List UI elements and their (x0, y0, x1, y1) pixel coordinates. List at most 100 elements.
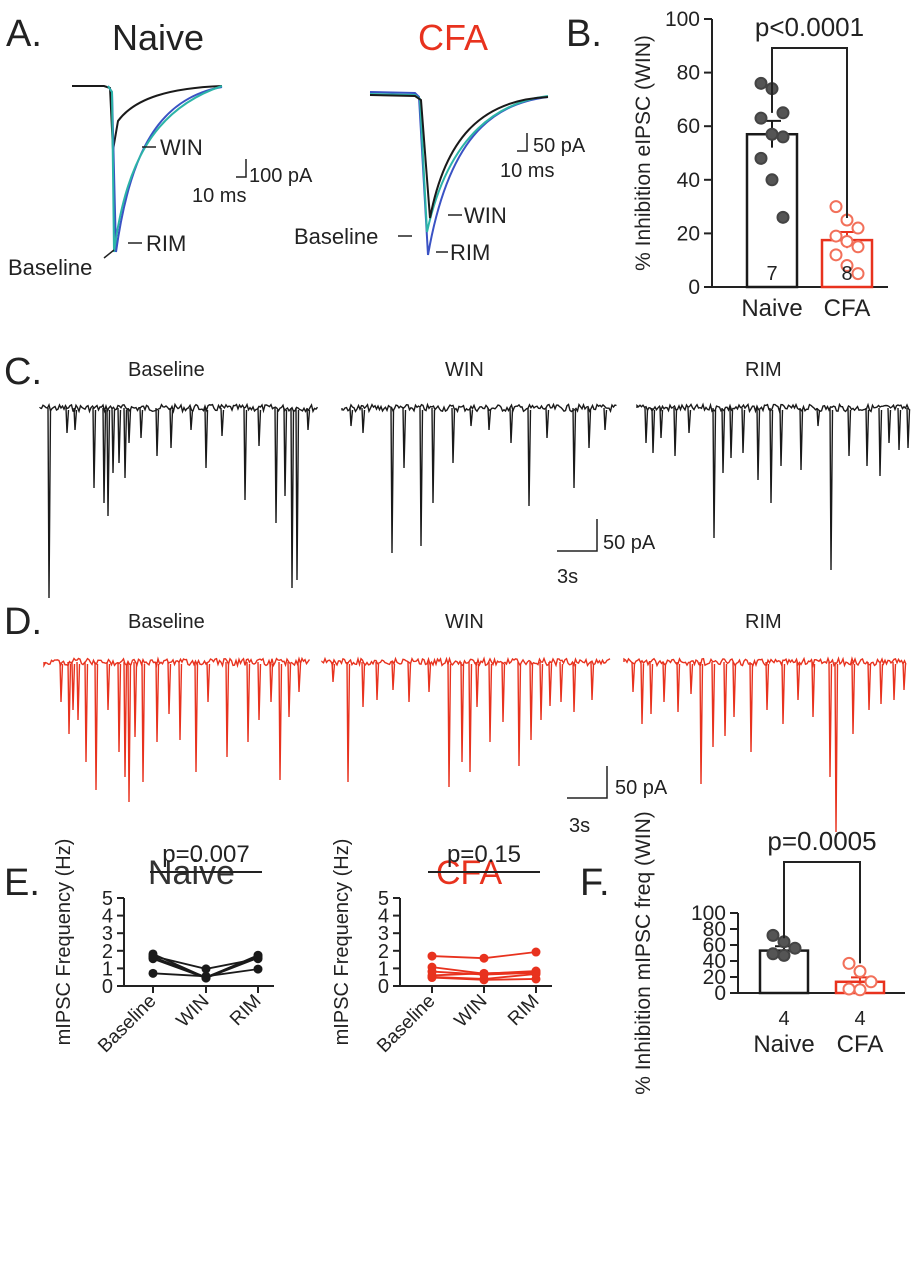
mipsc-event (721, 407, 726, 474)
mipsc-event (390, 407, 395, 554)
mipsc-event (829, 407, 834, 571)
mipsc-event (243, 407, 248, 501)
mipsc-event (257, 661, 262, 721)
data-point (851, 221, 865, 235)
naive-mipsc-scale-y-label: 50 pA (603, 532, 656, 554)
mipsc-event (361, 661, 366, 708)
mipsc-event (331, 661, 336, 683)
mipsc-event (559, 661, 564, 703)
current-trace-noise (623, 656, 907, 669)
data-point (754, 111, 768, 125)
data-point (842, 982, 856, 996)
naive-baseline-label: Baseline (8, 255, 92, 280)
y-tick-label: 40 (677, 169, 700, 192)
current-trace-noise (321, 656, 611, 668)
data-point (788, 941, 802, 955)
mipsc-event (517, 661, 522, 767)
y-tick-label: 1 (102, 958, 113, 980)
panel-letter-c: C. (4, 351, 42, 393)
data-point (148, 968, 158, 978)
mipsc-event (290, 407, 295, 589)
cfa-rim-label: RIM (450, 240, 490, 265)
mipsc-event (117, 407, 122, 464)
mipsc-event (878, 407, 883, 477)
mipsc-event (712, 407, 717, 539)
mipsc-event (361, 407, 366, 434)
data-point (842, 956, 856, 970)
mipsc-event (59, 661, 64, 703)
mipsc-event (781, 661, 786, 725)
data-point (777, 948, 791, 962)
x-tick-label: WIN (173, 991, 214, 1032)
y-tick-label: 80 (703, 918, 726, 941)
mipsc-event (133, 661, 138, 738)
mipsc-event (640, 661, 645, 725)
data-point (776, 210, 790, 224)
data-point (201, 971, 211, 981)
mipsc-event (391, 661, 396, 691)
data-point (840, 234, 854, 248)
cfa-scale-bar (517, 133, 528, 152)
mipsc-event (689, 661, 694, 695)
current-trace-noise (39, 402, 319, 414)
mipsc-event (73, 407, 78, 431)
mipsc-event (127, 407, 132, 444)
naive-win-label: WIN (160, 135, 203, 160)
current-trace-noise (43, 656, 311, 669)
mipsc-event (178, 661, 183, 741)
y-tick-label: 20 (703, 966, 726, 989)
mipsc-event (509, 407, 514, 444)
mipsc-event (220, 407, 225, 437)
mipsc-event (501, 661, 506, 723)
mipsc-event (847, 407, 852, 457)
data-point (201, 964, 211, 974)
x-category-label: Naive (741, 295, 802, 322)
mipsc-event (111, 407, 116, 474)
eipsc-inhibition-chart: 0 20 40 60 80 100 % Inhibition eIPSC (WIN) Naiv… (632, 8, 888, 322)
y-tick-label: 60 (677, 115, 700, 138)
mipsc-event (246, 661, 251, 743)
data-point (427, 951, 437, 961)
y-tick-label: 0 (714, 982, 726, 1005)
mipsc-event (779, 407, 784, 467)
panel-letter-b: B. (566, 13, 602, 55)
mipsc-event (711, 661, 716, 748)
cfa-mipsc-scale-y-label: 50 pA (615, 777, 668, 799)
data-point (253, 954, 263, 964)
panel-a: A. Naive CFA WIN RIM Baseline 100 pA 10 … (6, 13, 586, 280)
data-point (829, 200, 843, 214)
mipsc-event (902, 661, 907, 691)
mipsc-event (269, 661, 274, 703)
data-point (766, 947, 780, 961)
mipsc-event (799, 407, 804, 471)
data-point (427, 973, 437, 983)
mipsc-event (407, 661, 412, 703)
x-category-label: Naive (753, 1031, 814, 1058)
data-point (851, 240, 865, 254)
cfa-trace-baseline (369, 93, 549, 233)
y-tick-label: 0 (378, 976, 389, 998)
mipsc-event (451, 407, 456, 464)
mipsc-event (662, 661, 667, 703)
y-tick-label: 60 (703, 934, 726, 957)
mipsc-event (278, 661, 283, 781)
naive-trace-rim (107, 85, 223, 253)
mipsc-event (123, 407, 128, 479)
significance-label: p<0.0001 (755, 12, 864, 42)
mipsc-event (545, 407, 550, 439)
naive-mipsc-traces (39, 402, 911, 599)
mipsc-event (92, 407, 97, 489)
n-label: 8 (841, 263, 852, 285)
mipsc-event (527, 407, 532, 507)
naive-trace-baseline (107, 85, 223, 253)
mipsc-event (460, 661, 465, 763)
mipsc-event (297, 661, 302, 693)
y-tick-label: 2 (378, 941, 389, 963)
mipsc-event (572, 407, 577, 489)
cfa-trace-win (369, 94, 549, 219)
naive-trace-label-baseline: Baseline (128, 359, 205, 381)
mipsc-event (811, 661, 816, 718)
